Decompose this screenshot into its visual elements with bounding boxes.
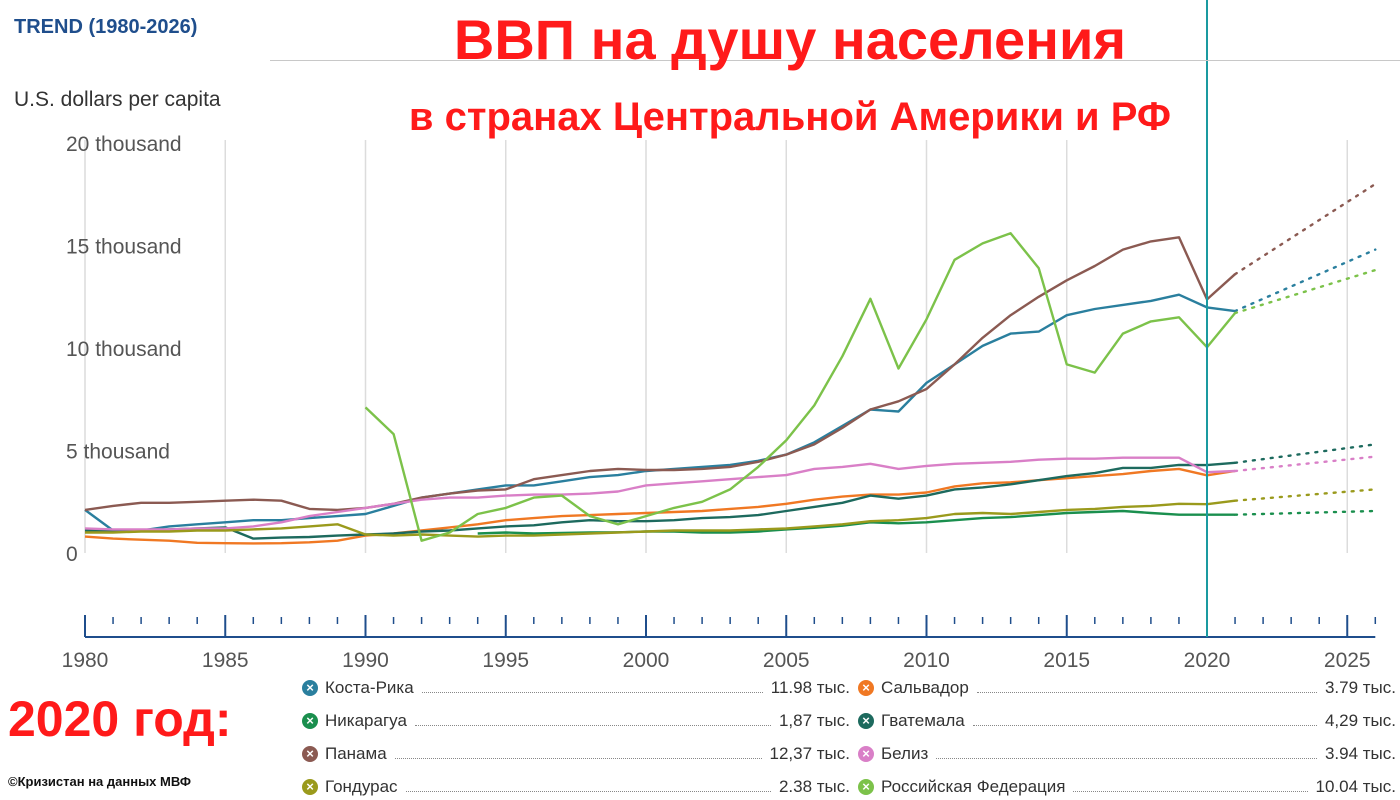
series-line-4 [84,236,1236,512]
series-projection-0 [1233,248,1377,313]
legend-item: × Белиз 3.94 тыс. [858,741,1396,767]
x-tick-label: 1980 [62,649,109,672]
x-tick-label: 2000 [623,649,670,672]
legend-marker-icon: × [302,680,318,696]
legend-item: × Российская Федерация 10.04 тыс. [858,774,1396,800]
legend-series-name: Гондурас [325,777,398,796]
legend-item: × Панама 12,37 тыс. [302,741,850,767]
legend-series-value: 2.38 тыс. [778,777,850,796]
series-projection-7 [1233,268,1377,315]
legend-leader-dots [976,691,1317,693]
series-projection-6 [1233,488,1377,502]
legend-series-name: Никарагуа [325,711,407,730]
legend-item: × Никарагуа 1,87 тыс. [302,708,850,734]
x-tick-label: 1985 [202,649,249,672]
legend-marker-icon: × [858,779,874,795]
series-line-3 [85,461,1236,540]
legend-marker-icon: × [858,680,874,696]
y-axis-label: U.S. dollars per capita [14,88,221,111]
x-tick-label: 1995 [482,649,529,672]
x-tick-label: 1990 [342,649,389,672]
x-tick-label: 2025 [1324,649,1371,672]
series-line-6 [85,499,1236,538]
legend-leader-dots [414,724,771,726]
series-lines [84,182,1377,545]
legend-leader-dots [1073,790,1308,792]
grid-lines [84,140,1348,553]
x-axis: 1980 1985 1990 1995 2000 2005 2010 2015 2020 2025 [62,615,1377,672]
legend-leader-dots [936,757,1317,759]
legend-series-value: 3.79 тыс. [1324,678,1396,697]
legend-series-value: 1,87 тыс. [778,711,850,730]
source-credit: ©Кризистан на данных МВФ [8,774,192,789]
series-projection-3 [1233,443,1377,464]
legend-item: × Гондурас 2.38 тыс. [302,774,850,800]
series-projection-2 [1233,509,1377,516]
legend-item: × Коста-Рика 11.98 тыс. [302,675,850,701]
y-tick-labels: 0 5 thousand 10 thousand 15 thousand 20 thou… [66,133,182,566]
legend-marker-icon: × [858,713,874,729]
x-tick-label: 2020 [1184,649,1231,672]
legend-series-value: 3.94 тыс. [1324,744,1396,763]
year-note: 2020 год: [8,691,232,747]
series-line-0 [84,293,1236,532]
legend-series-value: 11.98 тыс. [770,678,850,697]
chart-title: ВВП на душу населения [453,8,1127,71]
legend-item: × Гватемала 4,29 тыс. [858,708,1396,734]
header-divider [270,60,1400,61]
legend-marker-icon: × [302,713,318,729]
legend-series-value: 12,37 тыс. [769,744,851,763]
legend-marker-icon: × [302,779,318,795]
legend-series-name: Сальвадор [881,678,969,697]
legend-leader-dots [972,724,1317,726]
y-tick-label: 10 thousand [66,338,182,361]
series-projection-4 [1233,182,1377,276]
y-tick-label: 20 thousand [66,133,182,156]
chart-subtitle: в странах Центральной Америки и РФ [408,95,1172,139]
x-tick-label: 2015 [1043,649,1090,672]
legend-series-name: Гватемала [881,711,965,730]
y-tick-label: 5 thousand [66,441,170,464]
legend-leader-dots [394,757,762,759]
legend-series-name: Панама [325,744,387,763]
legend-leader-dots [421,691,763,693]
legend-marker-icon: × [302,746,318,762]
y-tick-label: 15 thousand [66,236,182,259]
y-tick-label: 0 [66,543,78,566]
x-tick-label: 2010 [903,649,950,672]
series-line-5 [84,456,1236,531]
legend-series-name: Белиз [881,744,929,763]
legend-series-name: Коста-Рика [325,678,414,697]
series-projection-5 [1233,455,1377,473]
legend-marker-icon: × [858,746,874,762]
legend-series-value: 4,29 тыс. [1324,711,1396,730]
series-line-7 [364,231,1236,542]
x-tick-label: 2005 [763,649,810,672]
legend-series-value: 10.04 тыс. [1315,777,1397,796]
legend-item: × Сальвадор 3.79 тыс. [858,675,1396,701]
trend-label: TREND (1980-2026) [14,16,198,38]
legend-leader-dots [405,790,771,792]
legend-series-name: Российская Федерация [881,777,1066,796]
